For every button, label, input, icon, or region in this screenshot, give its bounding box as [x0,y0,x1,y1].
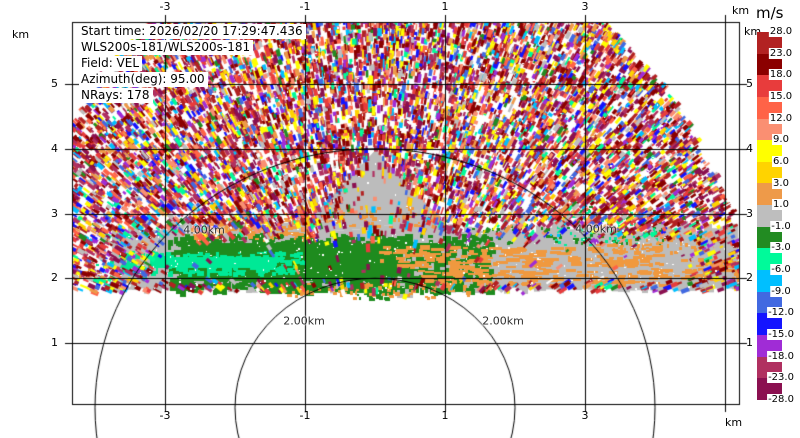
range-ring-label: 4.00km [183,223,225,237]
colorbar-tick-label: -3.0 [770,242,792,254]
x-tick-label-top: 3 [581,0,589,13]
info-instrument: WLS200s-181/WLS200s-181 [79,40,254,55]
x-tick-label-bottom: -3 [159,409,171,422]
colorbar-tick-label: 15.0 [768,90,794,102]
y-tick-label-right: 5 [746,77,753,90]
y-tick-label-right: 3 [746,206,753,220]
y-axis-unit-left: km [12,28,30,41]
colorbar-tick-label: -28.0 [767,394,795,405]
x-tick-label-bottom: 3 [581,409,589,422]
colorbar-tick-label: 12.0 [768,112,794,124]
y-tick-label-right: 1 [746,336,753,349]
info-field: Field: VEL [79,56,143,71]
colorbar-tick-label: -18.0 [767,350,795,362]
colorbar-tick-label: 3.0 [772,177,790,189]
colorbar-tick-label: -6.0 [770,264,792,276]
x-axis-unit-bottom: km [725,416,743,429]
colorbar-tick-label: 1.0 [772,199,790,211]
colorbar-tick-label: -9.0 [770,285,792,297]
y-axis-unit-right: km [744,25,762,38]
x-tick-label-top: -1 [299,0,311,13]
y-tick-label-left: 3 [51,206,58,220]
range-ring-label: 4.00km [575,222,617,236]
colorbar [757,32,782,400]
y-tick-label-left: 1 [51,336,58,349]
x-tick-label-bottom: -1 [299,409,311,422]
x-tick-label-top: -3 [159,0,171,13]
colorbar-tick-label: 9.0 [772,134,790,146]
colorbar-tick-label: 18.0 [768,69,794,81]
colorbar-tick-label: 23.0 [768,47,794,59]
colorbar-tick-label: -1.0 [770,220,792,232]
x-axis-unit-top: km [732,4,750,17]
y-tick-label-left: 5 [51,77,58,90]
colorbar-tick-label: -23.0 [767,372,795,384]
colorbar-tick-label: 6.0 [772,155,790,167]
info-nrays: NRays: 178 [79,88,153,103]
range-ring-label: 2.00km [482,314,524,328]
colorbar-tick-label: 28.0 [768,26,794,37]
y-tick-label-right: 4 [746,141,753,155]
y-tick-label-right: 2 [746,271,753,285]
colorbar-tick-label: -15.0 [767,329,795,341]
colorbar-tick-label: -12.0 [767,307,795,319]
x-tick-label-bottom: 1 [441,409,449,422]
y-tick-label-left: 4 [51,141,58,155]
colorbar-title: m/s [756,4,784,22]
y-tick-label-left: 2 [51,271,58,285]
info-azimuth: Azimuth(deg): 95.00 [79,72,208,87]
info-start-time: Start time: 2026/02/20 17:29:47.436 [79,24,306,39]
x-tick-label-top: 1 [441,0,449,13]
range-ring-label: 2.00km [283,314,325,328]
